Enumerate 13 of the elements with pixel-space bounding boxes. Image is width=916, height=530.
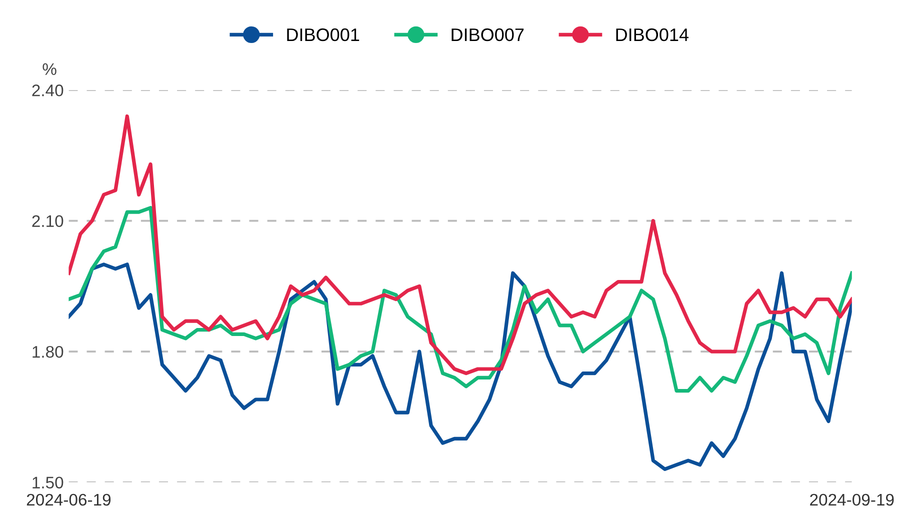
y-tick-label: 1.50 (32, 476, 64, 489)
x-tick-label: 2024-06-19 (26, 494, 111, 506)
legend-label: DIBO014 (616, 28, 689, 42)
y-tick-label: 1.80 (32, 346, 64, 358)
y-tick-label: 2.10 (32, 215, 64, 228)
y-axis-title: % (42, 63, 56, 75)
legend-label: DIBO001 (287, 28, 360, 42)
x-tick-label: 2024-09-19 (810, 494, 894, 506)
legend-label: DIBO007 (452, 28, 524, 42)
line-series (68, 114, 852, 376)
y-tick-label: 2.40 (32, 84, 64, 96)
line-series (68, 206, 852, 393)
line-series (68, 262, 852, 472)
